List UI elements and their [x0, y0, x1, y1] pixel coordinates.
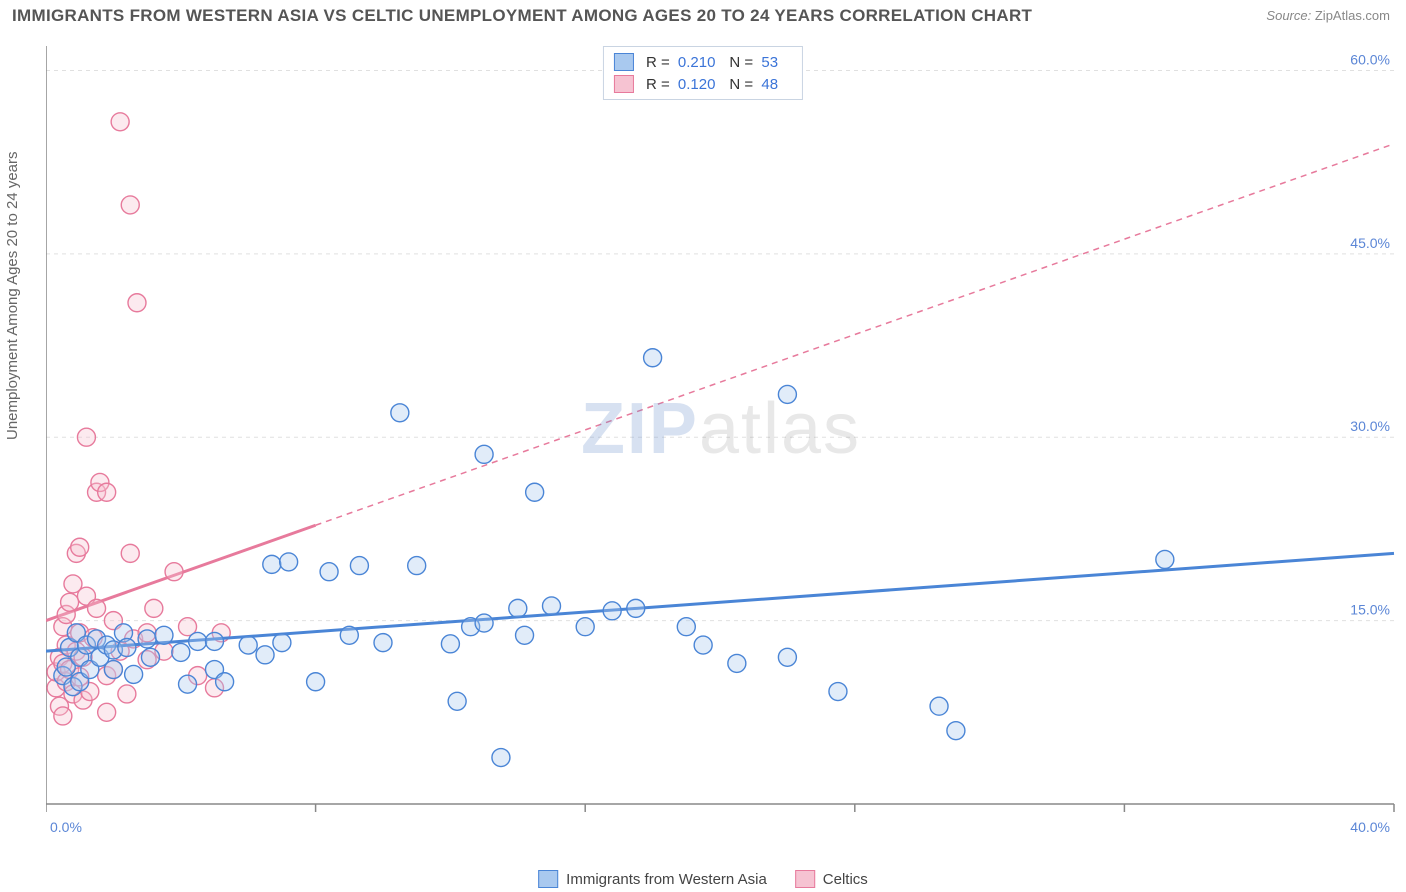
chart-title: IMMIGRANTS FROM WESTERN ASIA VS CELTIC U… — [12, 6, 1032, 26]
legend-series: Immigrants from Western Asia Celtics — [538, 870, 868, 888]
svg-text:30.0%: 30.0% — [1350, 418, 1390, 434]
data-point — [280, 553, 298, 571]
svg-text:15.0%: 15.0% — [1350, 602, 1390, 618]
data-point — [374, 634, 392, 652]
data-point — [118, 639, 136, 657]
legend-correlation-row: R = 0.210N = 53 — [614, 51, 792, 73]
legend-series-label: Immigrants from Western Asia — [566, 871, 767, 888]
data-point — [509, 599, 527, 617]
legend-swatch — [538, 870, 558, 888]
legend-correlation-row: R = 0.120N = 48 — [614, 73, 792, 95]
data-point — [165, 563, 183, 581]
legend-r-stat: R = 0.210N = 53 — [646, 54, 792, 71]
legend-r-stat: R = 0.120N = 48 — [646, 76, 792, 93]
data-point — [263, 555, 281, 573]
data-point — [644, 349, 662, 367]
data-point — [448, 692, 466, 710]
data-point — [320, 563, 338, 581]
data-point — [273, 634, 291, 652]
data-point — [947, 722, 965, 740]
data-point — [104, 661, 122, 679]
data-point — [441, 635, 459, 653]
data-point — [603, 602, 621, 620]
data-point — [121, 544, 139, 562]
data-point — [408, 557, 426, 575]
data-point — [71, 538, 89, 556]
data-point — [526, 483, 544, 501]
legend-swatch — [614, 75, 634, 93]
legend-series-label: Celtics — [823, 871, 868, 888]
data-point — [475, 445, 493, 463]
data-point — [543, 597, 561, 615]
data-point — [350, 557, 368, 575]
data-point — [138, 630, 156, 648]
data-point — [155, 626, 173, 644]
data-point — [340, 626, 358, 644]
source-label: Source: — [1266, 8, 1311, 23]
svg-text:45.0%: 45.0% — [1350, 235, 1390, 251]
data-point — [98, 703, 116, 721]
y-axis-label: Unemployment Among Ages 20 to 24 years — [4, 151, 21, 440]
data-point — [128, 294, 146, 312]
data-point — [121, 196, 139, 214]
legend-correlation: R = 0.210N = 53 R = 0.120N = 48 — [603, 46, 803, 100]
data-point — [728, 654, 746, 672]
data-point — [492, 749, 510, 767]
data-point — [111, 113, 129, 131]
data-point — [239, 636, 257, 654]
svg-text:60.0%: 60.0% — [1350, 51, 1390, 67]
source-value: ZipAtlas.com — [1315, 8, 1390, 23]
data-point — [778, 385, 796, 403]
data-point — [77, 428, 95, 446]
plot-area: 15.0%30.0%45.0%60.0%0.0%40.0% ZIPatlas — [46, 40, 1396, 850]
data-point — [930, 697, 948, 715]
data-point — [88, 599, 106, 617]
data-point — [172, 643, 190, 661]
legend-swatch — [795, 870, 815, 888]
data-point — [141, 648, 159, 666]
data-point — [118, 685, 136, 703]
data-point — [54, 707, 72, 725]
data-point — [125, 665, 143, 683]
data-point — [256, 646, 274, 664]
svg-text:40.0%: 40.0% — [1350, 819, 1390, 835]
data-point — [516, 626, 534, 644]
svg-text:0.0%: 0.0% — [50, 819, 82, 835]
data-point — [98, 483, 116, 501]
data-point — [216, 673, 234, 691]
data-point — [475, 614, 493, 632]
chart-svg: 15.0% 30.0% 45.0% 60.0% 0.0% 40.0% — [46, 40, 1396, 850]
legend-swatch — [614, 53, 634, 71]
data-point — [307, 673, 325, 691]
data-point — [189, 632, 207, 650]
data-point — [1156, 550, 1174, 568]
data-point — [61, 593, 79, 611]
data-point — [829, 683, 847, 701]
data-point — [627, 599, 645, 617]
data-point — [576, 618, 594, 636]
source-attribution: Source: ZipAtlas.com — [1266, 8, 1390, 23]
legend-series-item: Celtics — [795, 870, 868, 888]
data-point — [179, 675, 197, 693]
data-point — [145, 599, 163, 617]
data-point — [694, 636, 712, 654]
data-point — [206, 632, 224, 650]
data-point — [778, 648, 796, 666]
data-point — [391, 404, 409, 422]
data-point — [677, 618, 695, 636]
legend-series-item: Immigrants from Western Asia — [538, 870, 767, 888]
